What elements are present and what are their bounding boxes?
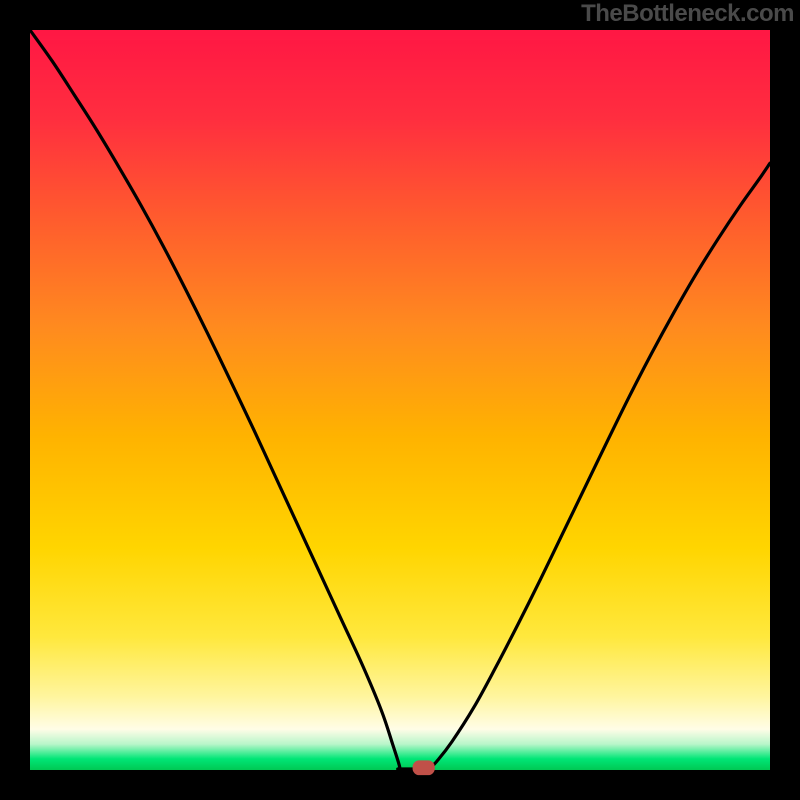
chart-svg	[0, 0, 800, 800]
watermark-text: TheBottleneck.com	[581, 0, 794, 28]
chart-container: TheBottleneck.com	[0, 0, 800, 800]
gradient-plot-area	[30, 30, 770, 770]
optimum-marker	[413, 760, 435, 775]
